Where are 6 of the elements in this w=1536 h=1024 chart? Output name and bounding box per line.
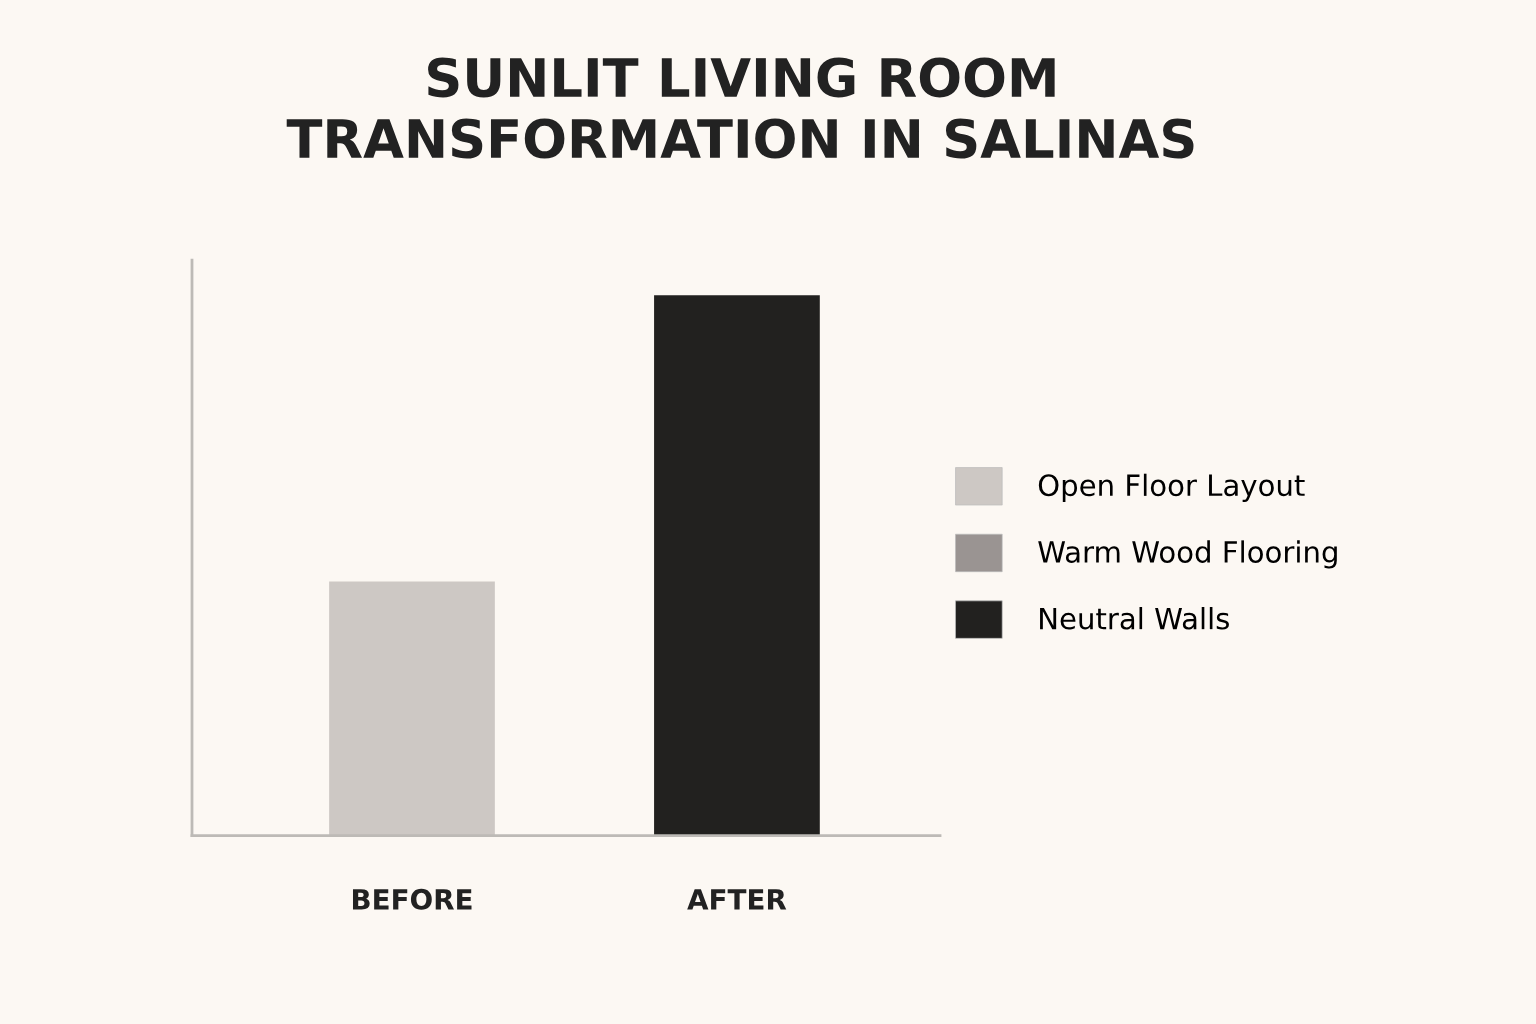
legend-label: Neutral Walls (1040, 607, 1229, 630)
chart-title: SUNLIT LIVING ROOM TRANSFORMATION IN SALINAS (286, 57, 1194, 159)
x-tick-label: BEFORE (352, 888, 472, 910)
x-tick-label: AFTER (687, 889, 787, 910)
legend-label: Warm Wood Flooring (1038, 540, 1337, 569)
legend-label: Open Floor Layout (1038, 473, 1305, 502)
